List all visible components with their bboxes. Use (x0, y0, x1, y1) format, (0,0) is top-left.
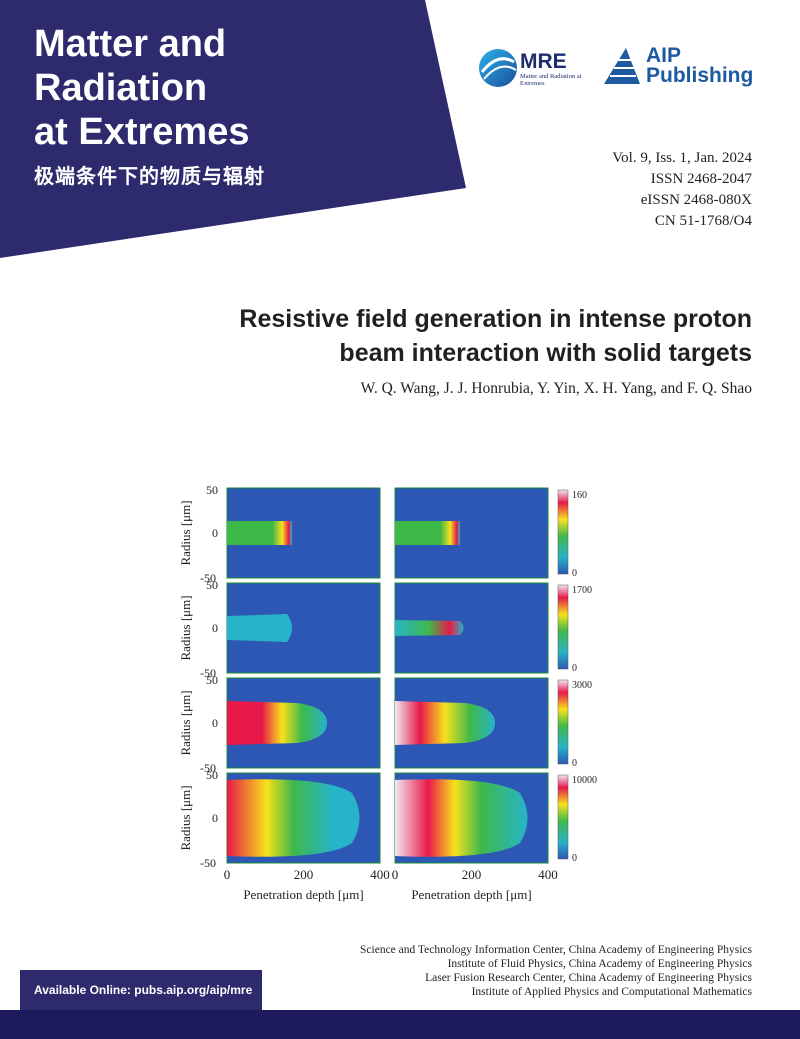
y-tick-top-2: 50 (206, 578, 218, 592)
colorbar-max-label-3: 3000 (572, 680, 592, 691)
colorbar-min-label-2: 0 (572, 663, 577, 674)
y-tick-bottom-3: -50 (200, 761, 216, 775)
plume-2-2 (395, 620, 464, 636)
plume-3-2 (395, 701, 495, 745)
colorbar-1 (557, 489, 569, 575)
colorbar-3 (557, 679, 569, 765)
aip-wedge-icon (604, 48, 640, 84)
mre-wordmark: MRE (520, 50, 567, 73)
plume-1-1 (227, 521, 293, 545)
affiliations: Science and Technology Information Cente… (360, 943, 752, 999)
available-online-badge: Available Online: pubs.aip.org/aip/mre (20, 970, 262, 1010)
colorbar-max-label-2: 1700 (572, 585, 592, 596)
colorbar-max-label-4: 10000 (572, 775, 597, 786)
affiliation-1: Science and Technology Information Cente… (360, 944, 752, 956)
affiliation-4: Institute of Applied Physics and Computa… (471, 986, 752, 998)
x-tick-left-1: 0 (224, 867, 231, 882)
mre-globe-icon (479, 49, 517, 87)
x-axis-label-left: Penetration depth [μm] (243, 887, 363, 902)
eissn: eISSN 2468-080X (640, 192, 752, 208)
journal-title-line-3: at Extremes (34, 111, 250, 153)
x-tick-right-2: 200 (462, 867, 482, 882)
journal-title: Matter and Radiation at Extremes (34, 22, 334, 154)
x-tick-right-1: 0 (392, 867, 399, 882)
y-axis-label-4: Radius [μm] (178, 785, 193, 850)
y-tick-top-4: 50 (206, 768, 218, 782)
aip-wordmark-line-2: Publishing (646, 64, 754, 87)
article-authors: W. Q. Wang, J. J. Honrubia, Y. Yin, X. H… (360, 380, 752, 397)
journal-banner: Matter and Radiation at Extremes 极端条件下的物… (0, 0, 480, 260)
colorbar-min-label-3: 0 (572, 758, 577, 769)
y-axis-label-3: Radius [μm] (178, 690, 193, 755)
y-axis-label-1: Radius [μm] (178, 500, 193, 565)
affiliation-3: Laser Fusion Research Center, China Acad… (425, 972, 752, 984)
plume-4-1 (227, 779, 360, 857)
banner-shape (0, 0, 466, 258)
figure-canvas: 160 0 50 0 -50 Radius [μm] 1700 0 50 0 -50 Radius [… (178, 483, 597, 902)
y-tick-bottom-1: -50 (200, 571, 216, 585)
issn: ISSN 2468-2047 (650, 171, 752, 187)
y-tick-mid-2: 0 (212, 621, 218, 635)
colorbar-min-label-1: 0 (572, 568, 577, 579)
volume-issue: Vol. 9, Iss. 1, Jan. 2024 (612, 150, 752, 166)
y-tick-top-3: 50 (206, 673, 218, 687)
mre-logo: MRE Matter and Radiation at Extremes (476, 46, 586, 90)
aip-wordmark: AIP Publishing (646, 44, 754, 87)
colorbar-max-label-1: 160 (572, 490, 587, 501)
journal-title-line-1: Matter and (34, 23, 227, 65)
x-tick-right-3: 400 (538, 867, 558, 882)
colorbar-4 (557, 774, 569, 860)
aip-publishing-logo: AIP Publishing (600, 44, 760, 90)
x-axis-label-right: Penetration depth [μm] (411, 887, 531, 902)
aip-wordmark-line-1: AIP (646, 44, 682, 67)
x-tick-left-2: 200 (294, 867, 314, 882)
journal-title-line-2: Radiation (34, 67, 208, 109)
x-tick-left-3: 400 (370, 867, 390, 882)
journal-title-chinese: 极端条件下的物质与辐射 (34, 164, 265, 188)
plume-3-1 (227, 701, 327, 745)
plume-1-2 (395, 521, 461, 545)
mre-subtitle: Matter and Radiation at Extremes (520, 73, 582, 87)
y-tick-top-1: 50 (206, 483, 218, 497)
article-title: Resistive field generation in intense pr… (239, 302, 752, 370)
y-axis-label-2: Radius [μm] (178, 595, 193, 660)
y-tick-mid-3: 0 (212, 716, 218, 730)
article-title-line-1: Resistive field generation in intense pr… (239, 305, 752, 333)
affiliation-2: Institute of Fluid Physics, China Academ… (447, 958, 752, 970)
plume-2-1 (227, 614, 292, 642)
colorbar-2 (557, 584, 569, 670)
y-tick-mid-1: 0 (212, 526, 218, 540)
y-tick-bottom-4: -50 (200, 856, 216, 870)
colorbar-min-label-4: 0 (572, 853, 577, 864)
y-tick-mid-4: 0 (212, 811, 218, 825)
y-tick-bottom-2: -50 (200, 666, 216, 680)
article-title-line-2: beam interaction with solid targets (339, 339, 752, 367)
publication-info: Vol. 9, Iss. 1, Jan. 2024 ISSN 2468-2047… (612, 148, 752, 232)
cn-number: CN 51-1768/O4 (654, 213, 752, 229)
cover-figure: 160 0 50 0 -50 Radius [μm] 1700 0 50 0 -50 Radius [… (160, 478, 620, 918)
plume-4-2 (395, 779, 528, 857)
footer-bar (0, 1010, 800, 1039)
